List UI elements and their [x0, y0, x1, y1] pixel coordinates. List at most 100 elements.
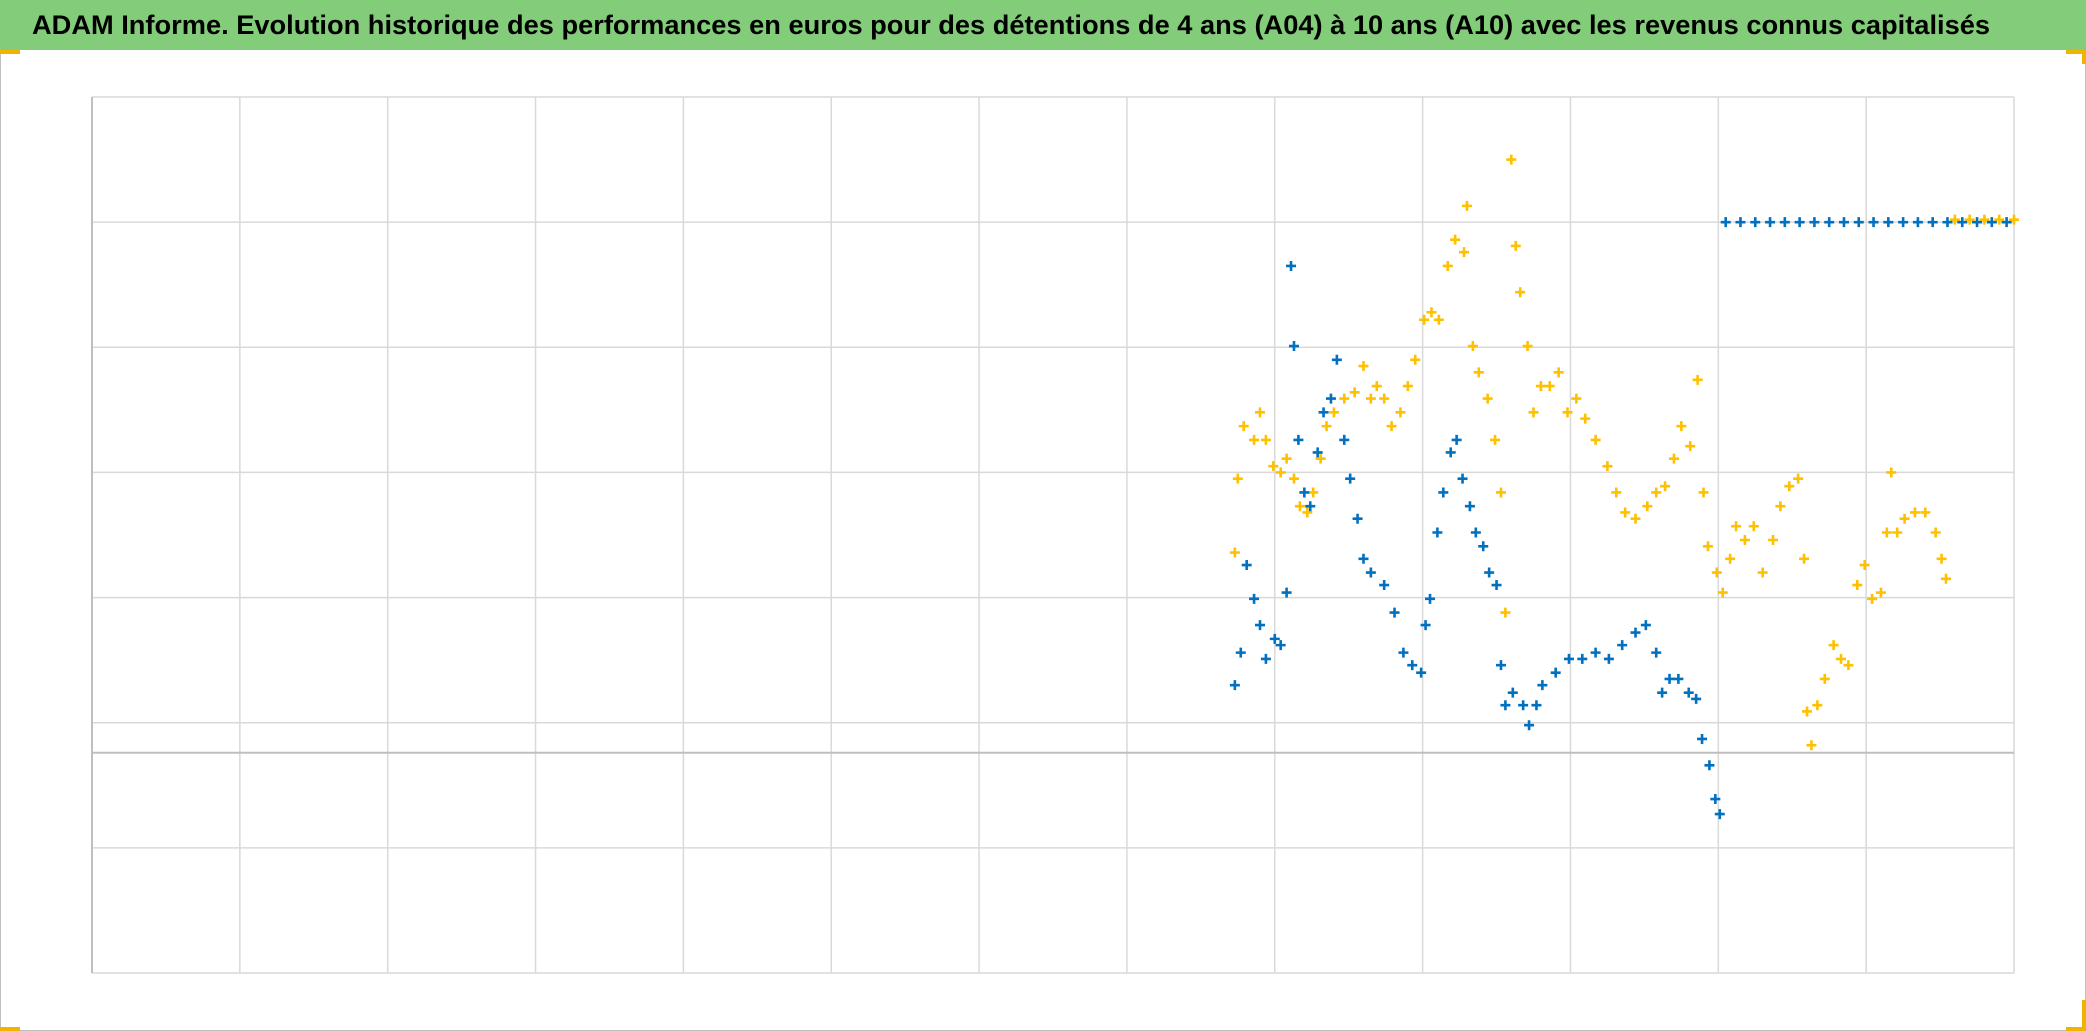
point [1580, 413, 1591, 424]
point [1339, 434, 1350, 445]
point [1986, 217, 1997, 228]
point [1892, 527, 1903, 538]
point [1550, 667, 1561, 678]
point [1349, 387, 1360, 398]
point [1617, 640, 1628, 651]
point [1979, 214, 1990, 225]
point [1386, 421, 1397, 432]
point [1328, 407, 1339, 418]
point [1553, 367, 1564, 378]
point [1852, 580, 1863, 591]
point [1571, 393, 1582, 404]
point [1881, 527, 1892, 538]
title-bar [0, 0, 2086, 50]
point [1927, 217, 1938, 228]
point [1909, 507, 1920, 518]
point [1660, 481, 1671, 492]
point [1793, 473, 1804, 484]
point [1691, 693, 1702, 704]
point [1531, 700, 1542, 711]
point [1702, 541, 1713, 552]
point [1883, 217, 1894, 228]
point [1920, 507, 1931, 518]
point [1784, 481, 1795, 492]
point [1293, 434, 1304, 445]
point [1275, 467, 1286, 478]
point [1419, 314, 1430, 325]
point [1838, 217, 1849, 228]
point [1410, 354, 1421, 365]
point [1750, 217, 1761, 228]
point [1275, 640, 1286, 651]
point [1473, 367, 1484, 378]
point [1853, 217, 1864, 228]
point [1308, 487, 1319, 498]
point [1281, 587, 1292, 598]
point [1321, 421, 1332, 432]
point [1544, 381, 1555, 392]
point [1912, 217, 1923, 228]
point [1345, 473, 1356, 484]
point [1711, 567, 1722, 578]
point [1930, 527, 1941, 538]
point [1875, 587, 1886, 598]
point [1603, 653, 1614, 664]
point [1765, 217, 1776, 228]
point [1445, 447, 1456, 458]
point [1824, 217, 1835, 228]
point [1425, 593, 1436, 604]
point [1668, 453, 1679, 464]
point [1288, 341, 1299, 352]
point [1358, 553, 1369, 564]
point [1802, 706, 1813, 717]
plot [1229, 154, 2019, 820]
point [1537, 680, 1548, 691]
point [1461, 200, 1472, 211]
point [1828, 640, 1839, 651]
point [1249, 434, 1260, 445]
point [1522, 341, 1533, 352]
point [1249, 593, 1260, 604]
point [1365, 567, 1376, 578]
point [1940, 573, 1951, 584]
point [1515, 287, 1526, 298]
point [1717, 587, 1728, 598]
point [1720, 217, 1731, 228]
point [1562, 407, 1573, 418]
chart-title: ADAM Informe. Evolution historique des p… [32, 10, 1990, 40]
point [2009, 214, 2019, 225]
point [1757, 567, 1768, 578]
point [1260, 434, 1271, 445]
point [1379, 393, 1390, 404]
point [1420, 620, 1431, 631]
point [1794, 217, 1805, 228]
point [1886, 467, 1897, 478]
point [1524, 720, 1535, 731]
point [1238, 421, 1249, 432]
point [1809, 217, 1820, 228]
point [1812, 700, 1823, 711]
point [1692, 374, 1703, 385]
point [1315, 453, 1326, 464]
point [1268, 461, 1279, 472]
point [1288, 473, 1299, 484]
point [1286, 260, 1297, 271]
point [1899, 513, 1910, 524]
point [1478, 541, 1489, 552]
point [1836, 653, 1847, 664]
point [1507, 687, 1518, 698]
point [1714, 809, 1725, 820]
point [1318, 407, 1329, 418]
point [1642, 501, 1653, 512]
point [1957, 217, 1968, 228]
grid [91, 96, 2015, 974]
point [1731, 521, 1742, 532]
point [1484, 567, 1495, 578]
point [1964, 214, 1975, 225]
point [1457, 473, 1468, 484]
point [1464, 501, 1475, 512]
point [1630, 627, 1641, 638]
point [1490, 434, 1501, 445]
point [1739, 535, 1750, 546]
